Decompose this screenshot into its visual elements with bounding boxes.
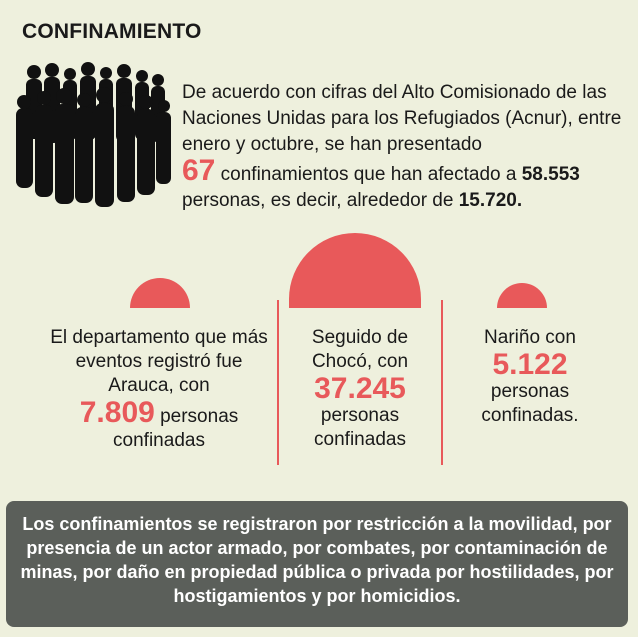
choco-text: Seguido de Chocó, con [311,327,409,372]
arauca-text: El departamento que más eventos registró… [50,327,268,396]
confinement-count: 67 [182,154,216,187]
arauca-personas: personas [160,406,239,427]
footer-text: Los confinamientos se registraron por re… [20,514,614,606]
affected-people: 58.553 [521,164,580,185]
column-divider [441,300,443,465]
intro-lead: De acuerdo con cifras del Alto Comisiona… [182,82,622,155]
narino-semicircle [497,283,547,308]
page-title: CONFINAMIENTO [22,20,202,43]
arauca-column: El departamento que más eventos registró… [48,326,270,453]
intro-paragraph: De acuerdo con cifras del Alto Comisiona… [182,80,632,214]
column-divider [277,300,279,465]
narino-after: personas confinadas. [481,381,579,426]
narino-column: Nariño con 5.122 personas confinadas. [455,326,605,428]
choco-number: 37.245 [314,372,406,405]
crowd-silhouette-icon [16,62,171,207]
footer-box: Los confinamientos se registraron por re… [6,501,628,627]
narino-number: 5.122 [492,348,568,381]
choco-semicircle [289,233,421,308]
arauca-confinadas: confinadas [113,430,205,451]
narino-text: Nariño con [484,327,576,348]
arauca-number: 7.809 [79,396,155,429]
intro-mid: confinamientos que han afectado a [220,164,517,185]
choco-column: Seguido de Chocó, con 37.245 personas co… [290,326,430,452]
arauca-semicircle [130,278,190,308]
intro-tail: personas, es decir, alrededor de [182,190,454,211]
approx-families: 15.720. [458,190,523,211]
choco-after: personas confinadas [314,405,406,450]
